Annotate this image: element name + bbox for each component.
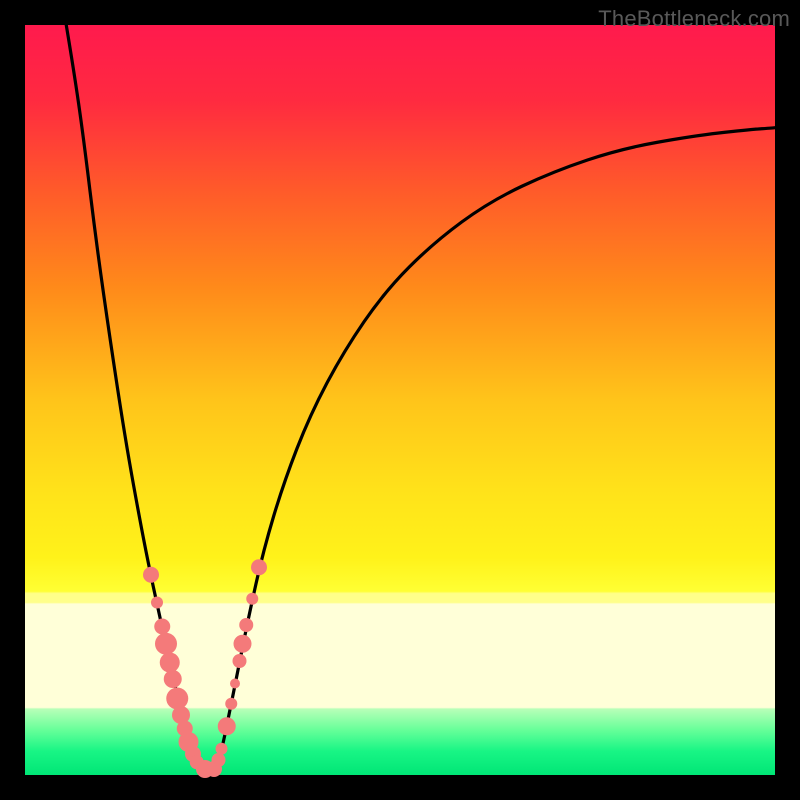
marker-dot (239, 618, 253, 632)
marker-dot (166, 688, 188, 710)
marker-dot (230, 679, 240, 689)
watermark-text: TheBottleneck.com (598, 6, 790, 32)
marker-dot (160, 653, 180, 673)
marker-dot (212, 753, 226, 767)
curve-right (216, 128, 775, 772)
marker-dot (151, 597, 163, 609)
marker-dot (234, 635, 252, 653)
marker-dot (233, 654, 247, 668)
marker-dot (218, 717, 236, 735)
marker-dot (225, 698, 237, 710)
marker-dot (154, 619, 170, 635)
marker-dot (251, 559, 267, 575)
marker-dot (143, 567, 159, 583)
marker-dot (155, 633, 177, 655)
figure-root: TheBottleneck.com (0, 0, 800, 800)
marker-dot (246, 593, 258, 605)
overlay-svg (0, 0, 800, 800)
curve-left (66, 25, 200, 771)
marker-group (143, 559, 267, 778)
marker-dot (164, 670, 182, 688)
marker-dot (216, 743, 228, 755)
